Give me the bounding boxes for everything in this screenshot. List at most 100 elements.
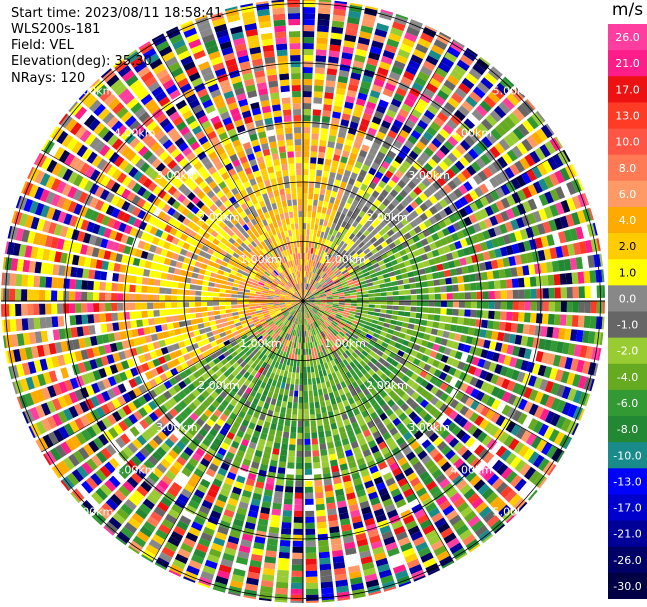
range-gate <box>232 283 240 288</box>
range-gate <box>306 265 309 272</box>
range-gate <box>514 254 522 265</box>
range-gate <box>379 220 387 228</box>
range-gate <box>577 315 585 328</box>
range-gate <box>324 195 330 203</box>
range-gate <box>403 260 411 267</box>
range-gate <box>323 98 333 106</box>
range-gate <box>376 131 386 140</box>
range-gate <box>195 296 202 301</box>
range-gate <box>437 111 449 123</box>
range-gate <box>392 310 399 315</box>
range-gate <box>303 296 308 301</box>
range-gate <box>576 210 587 224</box>
range-gate <box>491 87 505 100</box>
range-gate <box>419 325 427 333</box>
range-gate <box>129 311 136 320</box>
range-gate <box>485 384 495 395</box>
range-gate <box>429 242 437 251</box>
range-gate <box>335 281 342 286</box>
range-gate <box>191 272 199 279</box>
range-gate <box>430 328 438 336</box>
range-gate <box>324 375 329 382</box>
range-gate <box>523 387 533 399</box>
range-gate <box>407 59 421 70</box>
range-gate <box>315 236 320 243</box>
range-gate <box>332 291 339 295</box>
range-gate <box>306 588 319 595</box>
range-gate <box>511 145 523 159</box>
range-gate <box>349 250 356 257</box>
range-gate <box>397 350 405 357</box>
range-gate <box>324 214 330 221</box>
range-gate <box>407 271 415 278</box>
range-gate <box>292 540 303 547</box>
range-gate <box>426 126 438 137</box>
range-gate <box>401 241 410 249</box>
range-gate <box>521 138 533 152</box>
range-gate <box>292 408 298 415</box>
range-gate <box>308 296 315 300</box>
range-gate <box>541 352 550 364</box>
range-gate <box>405 204 414 213</box>
range-gate <box>384 349 392 356</box>
range-gate <box>313 267 318 274</box>
range-gate <box>308 187 314 194</box>
range-gate <box>296 450 303 457</box>
range-gate <box>437 247 446 256</box>
range-gate <box>455 144 467 155</box>
range-gate <box>399 129 410 139</box>
range-gate <box>315 275 320 281</box>
range-gate <box>326 306 333 309</box>
range-gate <box>319 270 324 277</box>
range-gate <box>384 277 391 283</box>
range-gate <box>303 337 306 343</box>
range-gate <box>360 118 370 127</box>
range-gate <box>602 301 605 314</box>
range-gate <box>406 92 418 103</box>
range-gate <box>506 380 516 392</box>
range-gate <box>339 277 346 282</box>
range-gate <box>509 356 518 368</box>
range-gate <box>367 225 375 233</box>
range-gate <box>554 301 561 312</box>
range-gate <box>442 183 453 194</box>
range-gate <box>318 269 323 276</box>
range-gate <box>486 350 495 361</box>
range-gate <box>313 468 322 475</box>
range-gate <box>481 136 493 148</box>
range-gate <box>330 422 338 430</box>
range-gate <box>435 389 444 399</box>
range-gate <box>365 133 375 142</box>
range-gate <box>318 256 323 263</box>
range-gate <box>317 527 328 535</box>
range-gate <box>433 314 441 322</box>
range-gate <box>210 325 218 331</box>
range-gate <box>312 289 318 294</box>
range-gate <box>284 419 291 427</box>
range-gate <box>365 240 373 248</box>
range-gate <box>213 306 220 311</box>
range-gate <box>587 331 596 344</box>
range-gate <box>480 393 491 405</box>
range-gate <box>325 276 331 282</box>
range-gate <box>324 424 331 432</box>
range-gate <box>330 242 336 249</box>
range-gate <box>387 328 395 335</box>
range-gate <box>358 149 368 158</box>
range-gate <box>168 266 176 274</box>
range-gate <box>383 224 391 233</box>
range-gate <box>305 504 314 511</box>
range-gate <box>455 127 467 139</box>
range-gate <box>506 301 513 310</box>
range-gate <box>401 160 412 170</box>
range-gate <box>401 273 409 279</box>
range-gate <box>384 155 393 165</box>
range-gate <box>310 272 314 279</box>
range-gate <box>459 334 468 343</box>
range-gate <box>321 315 328 320</box>
range-gate <box>406 329 414 336</box>
range-gate <box>294 510 303 517</box>
range-gate <box>400 199 409 208</box>
range-gate <box>275 581 289 589</box>
range-gate <box>33 275 41 288</box>
